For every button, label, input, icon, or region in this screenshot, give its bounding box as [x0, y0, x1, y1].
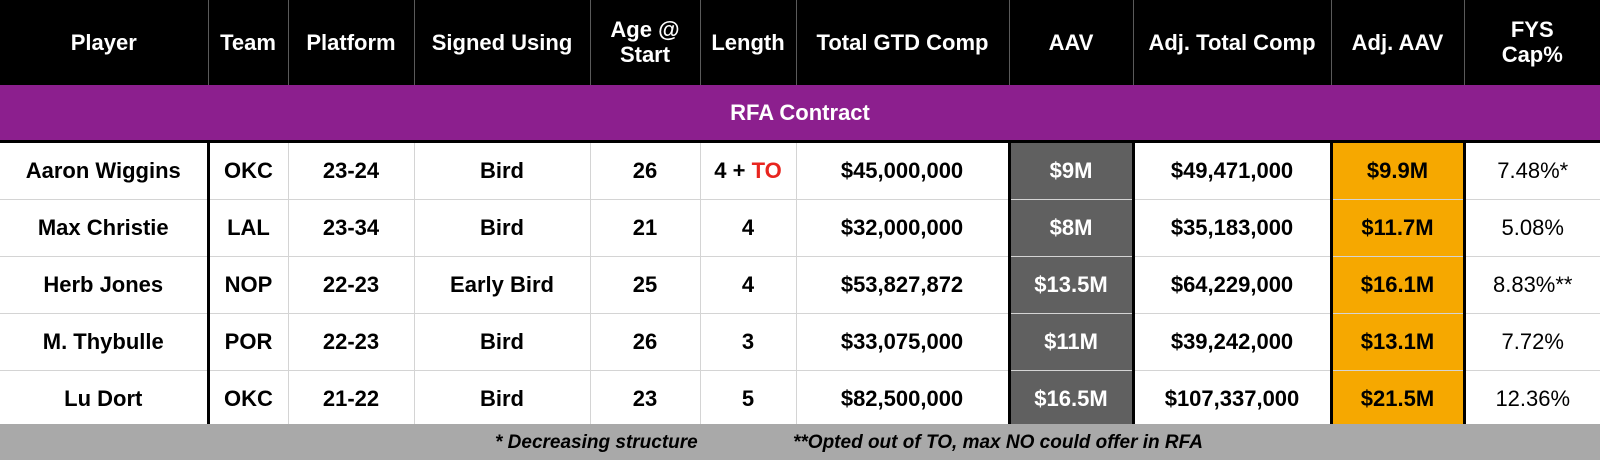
player-cell: Lu Dort: [0, 370, 210, 427]
team-cell: OKC: [207, 141, 288, 200]
table-row: Herb Jones NOP 22-23 Early Bird 25 4 $53,827,8…: [0, 256, 1600, 314]
player-cell: Max Christie: [0, 199, 210, 257]
age-cell: 21: [589, 199, 700, 257]
header-adj-total-comp: Adj. Total Comp: [1132, 0, 1331, 85]
header-fys-cap: FYS Cap%: [1463, 0, 1600, 85]
team-option-badge: TO: [751, 158, 782, 183]
signed-using-cell: Bird: [413, 199, 590, 257]
section-row: RFA Contract: [0, 84, 1600, 143]
header-age-line-1: Age @: [610, 17, 680, 42]
adj-total-cell: $64,229,000: [1133, 256, 1331, 314]
signed-using-cell: Early Bird: [413, 256, 590, 314]
total-gtd-cell: $82,500,000: [795, 370, 1009, 427]
age-cell: 25: [589, 256, 700, 314]
header-signed-using: Signed Using: [413, 0, 590, 85]
player-cell: M. Thybulle: [0, 313, 210, 371]
team-cell: LAL: [207, 199, 288, 257]
player-cell: Herb Jones: [0, 256, 210, 314]
aav-cell: $13.5M: [1007, 256, 1135, 314]
table-row: Aaron Wiggins OKC 23-24 Bird 26 4 + TO $45,000…: [0, 141, 1600, 200]
aav-cell: $9M: [1007, 141, 1135, 200]
adj-total-cell: $49,471,000: [1133, 141, 1331, 200]
team-cell: NOP: [207, 256, 288, 314]
platform-cell: 23-24: [287, 141, 414, 200]
footnote-opted-out: **Opted out of TO, max NO could offer in…: [793, 432, 1203, 453]
footnote-decreasing: * Decreasing structure: [495, 432, 698, 453]
adj-aav-cell: $9.9M: [1329, 141, 1466, 200]
age-cell: 26: [589, 141, 700, 200]
length-years: 4: [741, 272, 755, 297]
header-age-at-start: Age @ Start: [589, 0, 700, 85]
platform-cell: 23-34: [287, 199, 414, 257]
length-years: 5: [741, 386, 755, 411]
length-years: 4 +: [714, 158, 752, 183]
fys-cap-cell: 7.48%*: [1464, 141, 1600, 200]
fys-cap-cell: 8.83%**: [1464, 256, 1600, 314]
fys-cap-cell: 7.72%: [1464, 313, 1600, 371]
table-row: Max Christie LAL 23-34 Bird 21 4 $32,000,000 $8…: [0, 199, 1600, 257]
header-fys-line-1: FYS: [1510, 17, 1554, 42]
signed-using-cell: Bird: [413, 370, 590, 427]
footnotes-bar: * Decreasing structure **Opted out of TO…: [0, 424, 1600, 460]
platform-cell: 22-23: [287, 313, 414, 371]
adj-total-cell: $107,337,000: [1133, 370, 1331, 427]
fys-cap-cell: 12.36%: [1464, 370, 1600, 427]
section-title: RFA Contract: [0, 84, 1600, 143]
age-cell: 26: [589, 313, 700, 371]
platform-cell: 22-23: [287, 256, 414, 314]
header-total-gtd-comp: Total GTD Comp: [795, 0, 1009, 85]
adj-aav-cell: $13.1M: [1329, 313, 1466, 371]
total-gtd-cell: $53,827,872: [795, 256, 1009, 314]
adj-aav-cell: $11.7M: [1329, 199, 1466, 257]
adj-aav-cell: $21.5M: [1329, 370, 1466, 427]
table-row: Lu Dort OKC 21-22 Bird 23 5 $82,500,000 $16.5M $…: [0, 370, 1600, 427]
adj-aav-cell: $16.1M: [1329, 256, 1466, 314]
length-cell: 4: [699, 199, 796, 257]
team-cell: POR: [207, 313, 288, 371]
length-cell: 4: [699, 256, 796, 314]
signed-using-cell: Bird: [413, 141, 590, 200]
header-aav: AAV: [1008, 0, 1133, 85]
header-platform: Platform: [287, 0, 414, 85]
age-cell: 23: [589, 370, 700, 427]
aav-cell: $11M: [1007, 313, 1135, 371]
header-age-line-2: Start: [619, 42, 671, 67]
header-fys-line-2: Cap%: [1501, 42, 1563, 67]
header-team: Team: [207, 0, 288, 85]
header-adj-aav: Adj. AAV: [1330, 0, 1464, 85]
signed-using-cell: Bird: [413, 313, 590, 371]
fys-cap-cell: 5.08%: [1464, 199, 1600, 257]
player-cell: Aaron Wiggins: [0, 141, 210, 200]
length-cell: 4 + TO: [699, 141, 796, 200]
length-years: 3: [741, 329, 755, 354]
aav-cell: $8M: [1007, 199, 1135, 257]
length-years: 4: [741, 215, 755, 240]
contracts-table: Player Team Platform Signed Using Age @ S…: [0, 0, 1600, 427]
length-cell: 5: [699, 370, 796, 427]
team-cell: OKC: [207, 370, 288, 427]
total-gtd-cell: $32,000,000: [795, 199, 1009, 257]
platform-cell: 21-22: [287, 370, 414, 427]
aav-cell: $16.5M: [1007, 370, 1135, 427]
length-cell: 3: [699, 313, 796, 371]
header-player: Player: [0, 0, 208, 85]
adj-total-cell: $35,183,000: [1133, 199, 1331, 257]
header-row: Player Team Platform Signed Using Age @ S…: [0, 0, 1600, 85]
total-gtd-cell: $33,075,000: [795, 313, 1009, 371]
adj-total-cell: $39,242,000: [1133, 313, 1331, 371]
header-length: Length: [699, 0, 796, 85]
total-gtd-cell: $45,000,000: [795, 141, 1009, 200]
table-row: M. Thybulle POR 22-23 Bird 26 3 $33,075,000 $11…: [0, 313, 1600, 371]
